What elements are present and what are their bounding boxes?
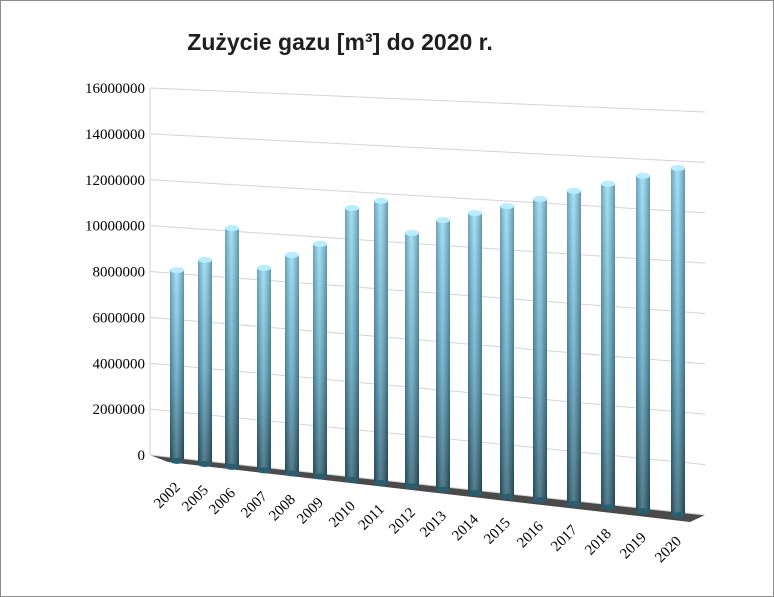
bar-base [285, 470, 299, 477]
y-tick-label: 12000000 [85, 173, 145, 189]
bar-shade [313, 243, 327, 477]
bar-shade [257, 267, 271, 471]
bar [567, 187, 581, 507]
bar-shade [374, 200, 388, 483]
bar-cap [405, 230, 419, 237]
bar-cap [257, 264, 271, 271]
bar-cap [345, 205, 359, 212]
bar-shade [405, 233, 419, 487]
y-tick-label: 8000000 [93, 265, 146, 281]
bar-base [671, 512, 685, 519]
bar [285, 251, 299, 477]
grid-line [149, 87, 706, 113]
bar-shade [601, 183, 615, 508]
bar-base [567, 500, 581, 507]
bar-shade [636, 175, 650, 512]
bar-cap [567, 187, 581, 194]
y-tick-label: 16000000 [85, 81, 145, 97]
y-tick-label: 4000000 [93, 356, 146, 372]
y-tick-label: 14000000 [85, 127, 145, 143]
bar-shade [567, 190, 581, 504]
bar-base [257, 467, 271, 474]
bar-base [225, 463, 239, 470]
bar-shade [671, 168, 685, 516]
bar-shade [198, 259, 212, 464]
bar-base [500, 493, 514, 500]
bar-cap [671, 165, 685, 172]
bar-shade [500, 206, 514, 497]
bar-cap [636, 172, 650, 179]
bar [374, 197, 388, 486]
bar-base [533, 497, 547, 504]
bar [636, 172, 650, 515]
y-tick-label: 6000000 [93, 310, 146, 326]
bar-cap [374, 197, 388, 204]
y-tick-label: 2000000 [93, 402, 146, 418]
bar-base [636, 508, 650, 515]
bar [468, 210, 482, 497]
bar-base [601, 504, 615, 511]
bar [257, 264, 271, 474]
bar-base [374, 479, 388, 486]
bar-cap [601, 180, 615, 187]
bar-base [313, 473, 327, 480]
bar [170, 267, 184, 464]
bar-base [436, 486, 450, 493]
bar [533, 196, 547, 504]
bar [225, 225, 239, 470]
bar [601, 180, 615, 511]
bar-shade [533, 199, 547, 501]
bar-cap [198, 256, 212, 263]
bar-shade [345, 208, 359, 480]
bar-shade [468, 213, 482, 494]
y-tick-label: 10000000 [85, 219, 145, 235]
bar-base [468, 490, 482, 497]
bar-base [198, 460, 212, 467]
bar [500, 203, 514, 500]
bar-cap [500, 203, 514, 210]
bar-cap [468, 210, 482, 217]
bar-cap [285, 251, 299, 258]
bar [313, 240, 327, 480]
bar [345, 205, 359, 483]
bar-shade [436, 220, 450, 490]
bar-shade [225, 228, 239, 467]
bar [671, 165, 685, 519]
bar-cap [436, 217, 450, 224]
bar-base [345, 476, 359, 483]
chart-title: Zużycie gazu [m³] do 2020 r. [187, 29, 492, 55]
grid-line [149, 133, 706, 163]
bar-cap [225, 225, 239, 232]
bar-cap [313, 240, 327, 247]
bar-shade [170, 270, 184, 461]
bar-cap [533, 196, 547, 203]
bar-cap [170, 267, 184, 274]
bar [436, 217, 450, 493]
bar-base [170, 457, 184, 464]
bar [405, 230, 419, 490]
bar-shade [285, 254, 299, 474]
bar [198, 256, 212, 467]
bar-base [405, 483, 419, 490]
y-tick-label: 0 [138, 448, 146, 464]
